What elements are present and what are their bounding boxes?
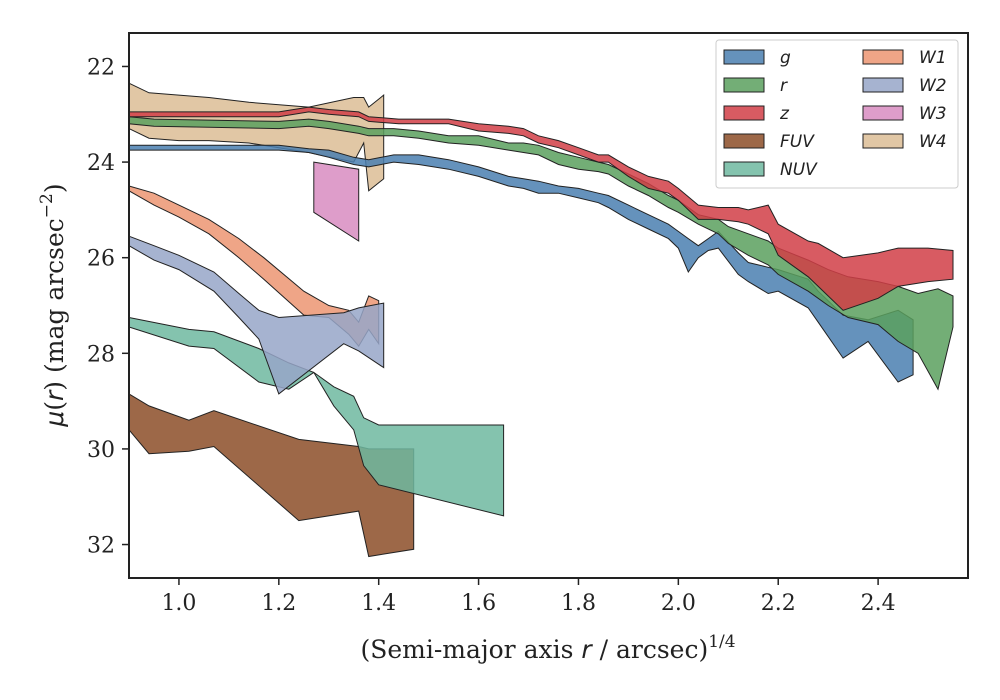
x-tick-label: 2.4 <box>861 591 896 616</box>
legend-label-z: z <box>779 104 790 124</box>
x-tick-label: 2.2 <box>761 591 796 616</box>
y-axis-label: μ(r) (mag arcsec−2) <box>37 183 69 427</box>
y-tick-label: 28 <box>87 342 115 367</box>
legend-swatch-w3 <box>862 105 904 121</box>
legend-frame <box>715 39 959 189</box>
legend-column-1: grz FUV NUV <box>723 48 818 180</box>
legend-column-2: W1 W2 W3 W4 <box>862 48 947 152</box>
plot-frame <box>128 32 969 579</box>
band-z <box>128 106 954 311</box>
y-tick-label: 24 <box>87 151 115 176</box>
x-tick-label: 1.2 <box>261 591 296 616</box>
y-tick-label: 32 <box>87 534 115 559</box>
band-w2 <box>128 235 385 395</box>
legend-label-w2: W2 <box>919 76 947 96</box>
band-g <box>128 144 914 383</box>
y-axis-ticks: 22 24 26 28 30 32 <box>87 55 129 559</box>
y-tick-label: 30 <box>87 438 115 463</box>
legend-swatch-w1 <box>862 49 904 65</box>
legend-label-w1: W1 <box>919 48 947 68</box>
x-tick-label: 1.6 <box>461 591 496 616</box>
legend-label-g: g <box>780 48 791 68</box>
x-axis-label: (Semi-major axis r / arcsec)1/4 <box>360 632 735 664</box>
x-axis-ticks: 1.0 1.2 1.4 1.6 1.8 2.0 2.2 2.4 <box>161 578 896 616</box>
y-tick-label: 22 <box>87 55 115 80</box>
legend-swatch-fuv <box>723 133 765 149</box>
y-tick-label: 26 <box>87 247 115 272</box>
legend-label-r: r <box>780 76 788 96</box>
legend-label-w3: W3 <box>919 104 947 124</box>
legend-label-w4: W4 <box>919 132 947 152</box>
x-tick-label: 2.0 <box>661 591 696 616</box>
band-w3 <box>313 161 360 242</box>
legend-label-nuv: NUV <box>780 160 818 180</box>
legend: grz FUV NUV W1 W2 W3 W4 <box>715 39 959 189</box>
legend-swatch-g <box>723 49 765 65</box>
data-bands <box>128 82 954 558</box>
legend-swatch-r <box>723 77 765 93</box>
x-tick-label: 1.4 <box>361 591 396 616</box>
legend-swatch-z <box>723 105 765 121</box>
band-fuv <box>128 393 415 558</box>
x-tick-label: 1.0 <box>161 591 196 616</box>
legend-swatch-nuv <box>723 161 765 177</box>
legend-swatch-w4 <box>862 133 904 149</box>
legend-label-fuv: FUV <box>780 132 815 152</box>
x-tick-label: 1.8 <box>561 591 596 616</box>
legend-swatch-w2 <box>862 77 904 93</box>
